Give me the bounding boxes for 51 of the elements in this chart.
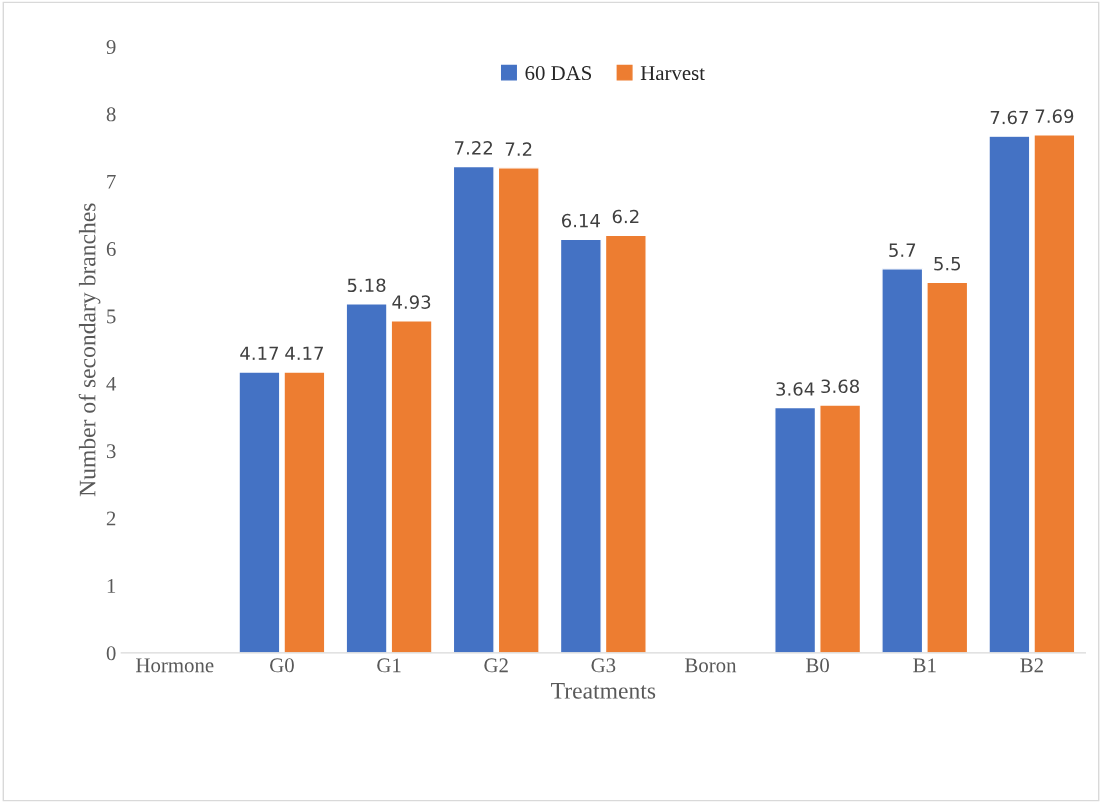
data-label: 7.69 — [1035, 109, 1074, 123]
x-tick-label: B0 — [806, 658, 829, 673]
bar — [819, 404, 862, 653]
data-label: 3.68 — [821, 379, 859, 394]
bar — [238, 371, 281, 653]
bar — [926, 281, 969, 653]
y-axis-title: Number of secondary branches — [78, 203, 101, 497]
data-label: 4.17 — [240, 346, 278, 360]
bar — [988, 135, 1031, 653]
x-tick-label: B2 — [1020, 658, 1043, 673]
x-tick-label: G1 — [377, 658, 401, 673]
bar — [283, 371, 326, 653]
x-tick-label: Boron — [685, 658, 737, 673]
data-label: 5.5 — [934, 257, 961, 271]
data-label: 7.2 — [505, 142, 532, 156]
y-tick-label: 4 — [106, 376, 117, 391]
y-tick-label: 0 — [106, 646, 116, 661]
legend-label: 60 DAS — [525, 66, 592, 81]
bar — [774, 406, 817, 653]
bar — [452, 165, 495, 653]
bar — [345, 303, 388, 653]
x-tick-label: G2 — [484, 658, 508, 673]
y-tick-label: 2 — [106, 511, 116, 526]
bar — [390, 320, 433, 653]
y-tick-label: 1 — [107, 578, 116, 593]
data-label: 4.17 — [285, 346, 323, 360]
data-label: 5.18 — [347, 278, 386, 293]
x-axis-title: Treatments — [551, 683, 656, 699]
x-tick-label: B1 — [913, 658, 936, 673]
bar — [559, 238, 602, 653]
data-label: 6.14 — [562, 213, 600, 228]
data-label: 5.7 — [889, 243, 916, 258]
bar — [881, 268, 924, 653]
data-label: 3.64 — [776, 382, 815, 396]
data-label: 7.22 — [455, 140, 492, 155]
bar — [604, 234, 647, 653]
data-label: 4.93 — [392, 295, 431, 309]
x-tick-label: G0 — [270, 658, 294, 673]
y-tick-label: 9 — [106, 40, 116, 55]
y-tick-label: 7 — [107, 174, 116, 189]
y-tick-label: 3 — [106, 444, 116, 459]
x-tick-label: Hormone — [136, 658, 214, 673]
bar — [497, 167, 540, 653]
data-label: 7.67 — [990, 110, 1028, 125]
y-tick-label: 6 — [106, 242, 116, 257]
bar — [1033, 134, 1076, 653]
x-tick-label: G3 — [591, 658, 616, 673]
legend-label: Harvest — [640, 66, 705, 81]
data-label: 6.2 — [612, 209, 639, 224]
y-tick-label: 5 — [107, 309, 116, 324]
y-tick-label: 8 — [106, 107, 116, 122]
